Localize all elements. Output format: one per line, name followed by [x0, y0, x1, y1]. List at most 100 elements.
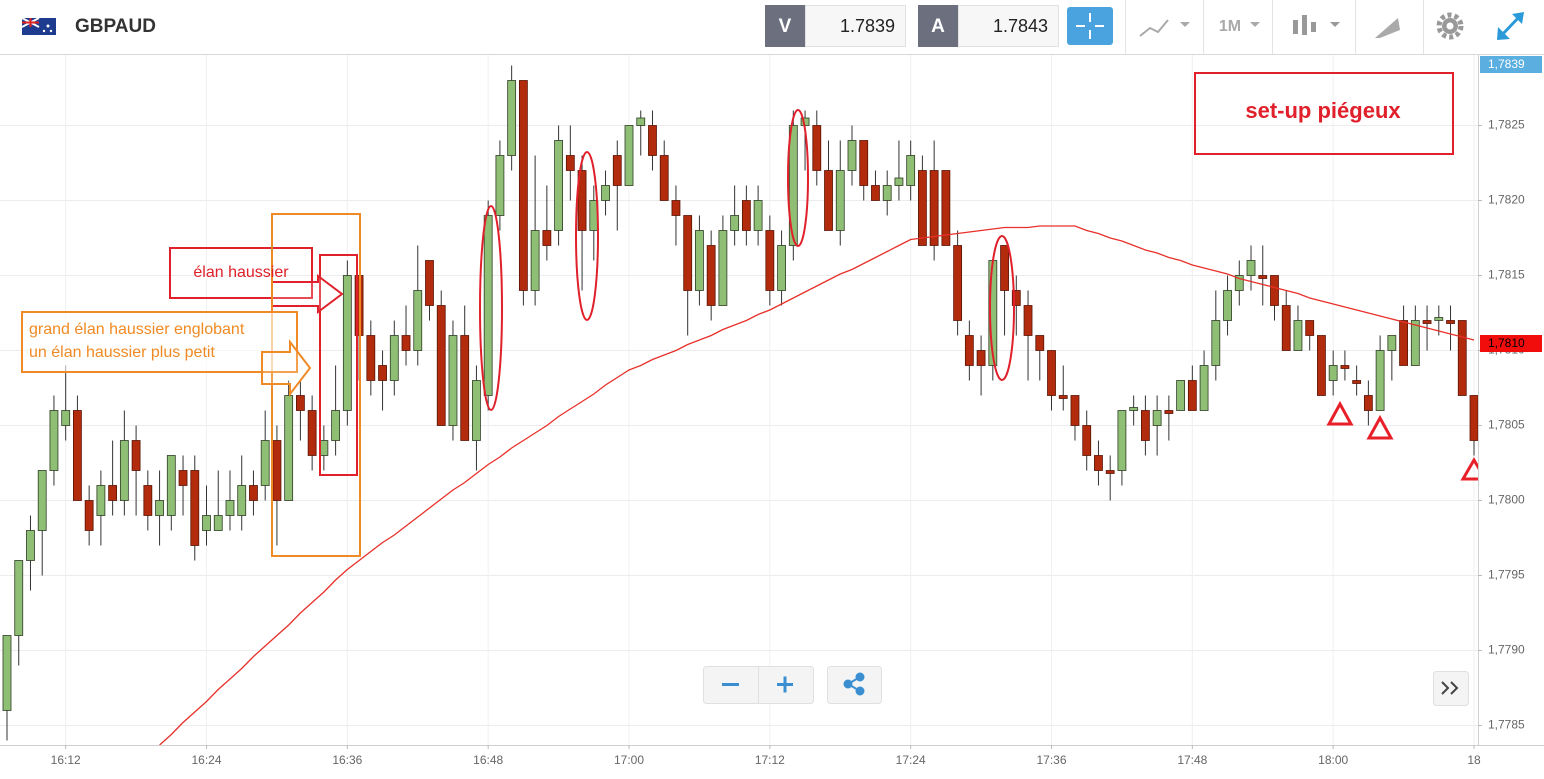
candle-up — [530, 230, 540, 291]
time-axis — [0, 745, 1544, 779]
scroll-end-button[interactable] — [1433, 671, 1469, 706]
candle-down — [272, 440, 282, 501]
plot-area — [0, 55, 1479, 746]
candle-up — [1199, 365, 1209, 411]
y-tick-label: 1,7785 — [1488, 718, 1525, 732]
candle-up — [906, 155, 916, 186]
candle-down — [366, 335, 376, 381]
ask-button[interactable] — [918, 5, 958, 47]
settings-icon[interactable] — [1436, 12, 1464, 40]
candle-down — [190, 470, 200, 546]
candle-down — [1187, 380, 1197, 411]
candle-up — [835, 170, 845, 231]
y-tick-label: 1,7795 — [1488, 568, 1525, 582]
candle-up — [601, 185, 610, 201]
candle-down — [706, 245, 716, 306]
candle-up — [554, 140, 563, 231]
ellipse — [787, 109, 809, 247]
candle-down — [1082, 425, 1092, 456]
candle-down — [824, 170, 833, 231]
candle-down — [1000, 245, 1009, 291]
chart-type-icon[interactable] — [1139, 19, 1190, 37]
ask-label: A — [931, 16, 945, 37]
candle-down — [1399, 320, 1408, 366]
x-tick-label: 17:36 — [1036, 753, 1066, 767]
fullscreen-icon[interactable] — [1497, 12, 1524, 40]
bid-label: V — [779, 16, 792, 37]
candle-down — [683, 215, 693, 291]
candle-up — [882, 185, 892, 201]
y-tick-label: 1,7825 — [1488, 118, 1525, 132]
y-tick-label: 1,7815 — [1488, 268, 1525, 282]
zoom-in[interactable] — [777, 676, 793, 693]
candle-down — [1094, 455, 1103, 471]
symbol: GBPAUD — [75, 16, 156, 37]
candle-up — [413, 290, 423, 351]
candle-down — [976, 350, 986, 366]
price-axis — [1478, 55, 1544, 745]
drawing-icon[interactable] — [1375, 18, 1400, 38]
candle-down — [871, 185, 880, 201]
ellipse — [479, 205, 503, 411]
candle-up — [788, 125, 798, 246]
candle-up — [119, 440, 129, 501]
candle-up — [1211, 320, 1221, 366]
candle-down — [1047, 350, 1056, 396]
candle-down — [460, 335, 470, 441]
candle-up — [260, 440, 270, 486]
candle-up — [37, 470, 47, 531]
x-tick-label: 16:48 — [473, 753, 503, 767]
candle-up — [507, 80, 517, 156]
candle-down — [425, 260, 434, 306]
last-price-label: 1,7839 — [1488, 57, 1525, 71]
candle-down — [565, 155, 575, 171]
elan-label: élan haussier — [193, 264, 289, 281]
x-tick-label: 17:24 — [896, 753, 926, 767]
candles-icon[interactable] — [1293, 15, 1340, 35]
candle-down — [953, 245, 963, 321]
candle-up — [389, 335, 399, 381]
candle-up — [1223, 290, 1232, 321]
timeframe[interactable]: 1M — [1219, 18, 1241, 35]
x-tick-label: 16:24 — [191, 753, 221, 767]
last-price-tag — [1480, 56, 1542, 73]
triangle — [1366, 414, 1394, 440]
candle-down — [1258, 275, 1268, 279]
candle-down — [812, 125, 822, 171]
candle-down — [577, 170, 587, 231]
candle-up — [225, 500, 235, 516]
candle-up — [624, 125, 634, 186]
grand-label: grand élan haussier englobant — [29, 321, 245, 338]
crosshair-button[interactable] — [1067, 7, 1113, 45]
candle-up — [718, 230, 728, 306]
elan-highlight — [319, 254, 358, 476]
y-tick-label: 1,7805 — [1488, 418, 1525, 432]
candle-up — [1375, 350, 1385, 411]
candle-down — [612, 155, 622, 186]
ma-price-label: 1,7810 — [1488, 336, 1525, 350]
candle-down — [307, 410, 317, 456]
candle-up — [1410, 320, 1420, 366]
candle-down — [765, 230, 775, 291]
candle-up — [1129, 407, 1139, 411]
candle-down — [859, 140, 869, 186]
candle-up — [777, 245, 786, 291]
triangle — [1326, 400, 1354, 426]
candle-up — [166, 455, 176, 516]
bid-button[interactable] — [765, 5, 805, 47]
candle-down — [659, 155, 669, 201]
candle-down — [1011, 290, 1021, 306]
candle-down — [1164, 410, 1174, 414]
grand-label: un élan haussier plus petit — [29, 344, 215, 361]
elan-arrow — [271, 274, 344, 314]
candle-up — [96, 485, 106, 516]
candle-up — [14, 560, 24, 636]
candle-up — [636, 117, 646, 126]
candle-up — [1246, 260, 1256, 276]
candle-down — [1352, 380, 1362, 384]
share-icon — [843, 672, 865, 696]
share-button[interactable] — [827, 666, 882, 704]
crosshair-icon — [1076, 13, 1104, 39]
candle-down — [518, 80, 528, 291]
